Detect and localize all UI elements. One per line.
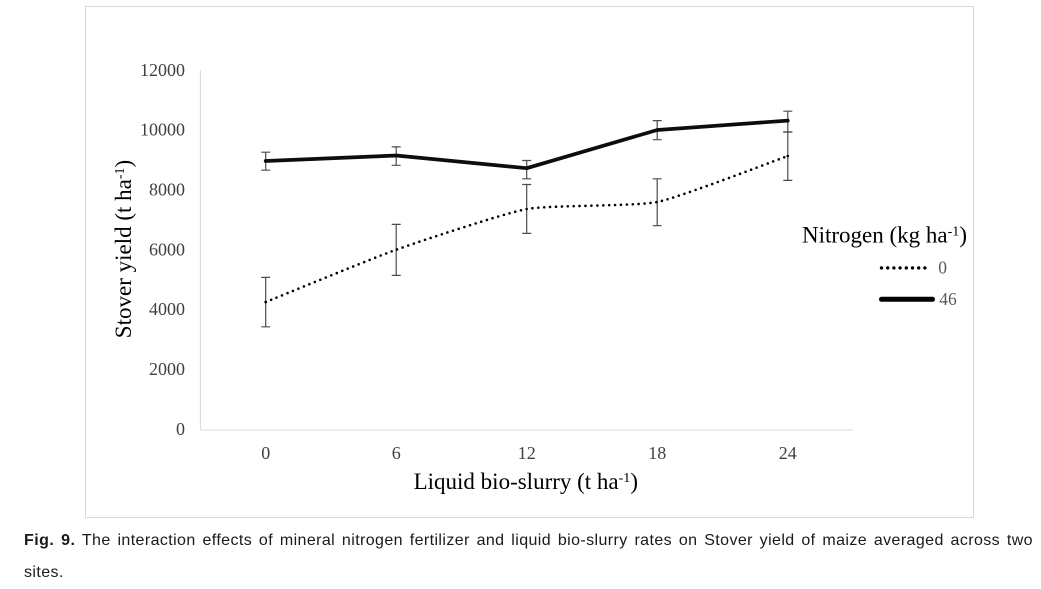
svg-text:4000: 4000: [149, 299, 185, 319]
svg-text:2000: 2000: [149, 359, 185, 379]
svg-text:18: 18: [648, 443, 666, 463]
svg-text:0: 0: [938, 257, 947, 277]
svg-text:10000: 10000: [140, 120, 185, 140]
svg-text:8000: 8000: [149, 180, 185, 200]
svg-text:0: 0: [261, 443, 270, 463]
svg-text:24: 24: [779, 443, 797, 463]
svg-text:Liquid bio-slurry (t ha-1): Liquid bio-slurry (t ha-1): [414, 469, 638, 494]
svg-text:12000: 12000: [140, 60, 185, 80]
svg-text:Stover yield (t ha-1): Stover yield (t ha-1): [111, 160, 136, 338]
svg-text:0: 0: [176, 419, 185, 439]
svg-text:6: 6: [392, 443, 401, 463]
svg-text:12: 12: [518, 443, 536, 463]
svg-text:46: 46: [939, 289, 957, 309]
svg-text:Nitrogen (kg ha-1): Nitrogen (kg ha-1): [802, 222, 967, 247]
svg-text:6000: 6000: [149, 239, 185, 259]
